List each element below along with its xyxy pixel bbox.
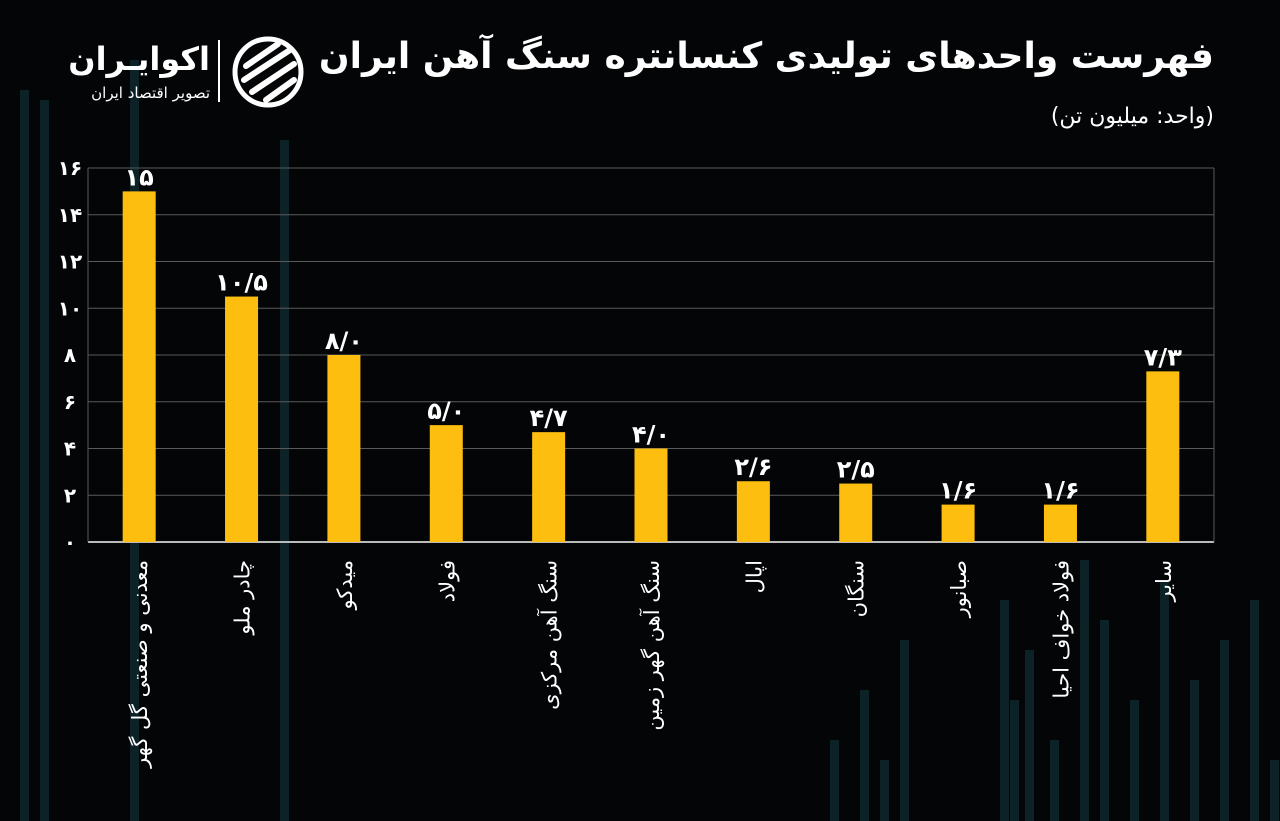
decor-candle — [1250, 600, 1259, 821]
y-tick-label: ۲ — [64, 483, 76, 507]
x-tick-label: سنگ آهن گهر زمین — [639, 560, 664, 731]
decor-candle — [280, 140, 289, 821]
bar — [225, 296, 259, 542]
decor-candle — [1220, 640, 1229, 821]
data-label: ۱۰/۵ — [215, 269, 268, 297]
x-tick-label: میدکو — [333, 560, 357, 610]
x-tick-label: سنگان — [845, 560, 869, 617]
logo-tagline: تصویر اقتصاد ایران — [91, 84, 210, 102]
decor-candle — [40, 100, 49, 821]
bar — [736, 481, 770, 542]
decor-candle — [1190, 680, 1199, 821]
y-tick-label: ۱۰ — [58, 296, 82, 320]
bar — [429, 425, 463, 542]
decor-candle — [1000, 600, 1009, 821]
decor-candle — [900, 640, 909, 821]
y-tick-label: ۱۲ — [58, 250, 82, 274]
bar — [839, 483, 873, 542]
bar — [634, 448, 668, 542]
data-label: ۱/۶ — [939, 477, 977, 505]
data-label: ۵/۰ — [427, 397, 465, 425]
data-label: ۴/۰ — [632, 421, 670, 449]
data-label: ۷/۳ — [1144, 343, 1182, 371]
data-label: ۲/۵ — [837, 456, 875, 484]
x-tick-label: معدنی و صنعتی گل گهر — [128, 560, 152, 769]
x-tick-label: فولاد خواف احیا — [1049, 560, 1073, 699]
x-tick-label: چادر ملو — [231, 560, 255, 636]
decor-candle — [20, 90, 29, 821]
data-label: ۴/۷ — [530, 404, 568, 432]
decor-candle — [880, 760, 889, 821]
decor-candle — [1050, 740, 1059, 821]
data-label: ۱/۶ — [1041, 477, 1079, 505]
bar — [122, 191, 156, 542]
bar — [532, 432, 566, 542]
bar — [941, 504, 975, 542]
logo: اکوایـران تصویر اقتصاد ایران — [50, 36, 310, 108]
decor-candle — [1130, 700, 1139, 821]
y-tick-label: ۰ — [64, 530, 76, 554]
decor-candle — [830, 740, 839, 821]
page-title: فهرست واحدهای تولیدی کنسانتره سنگ آهن ای… — [318, 36, 1214, 77]
logo-name: اکوایـران — [68, 40, 210, 78]
decor-candle — [1010, 700, 1019, 821]
y-tick-label: ۱۴ — [58, 203, 82, 227]
x-tick-label: سنگ آهن مرکزی — [537, 560, 562, 710]
y-tick-label: ۴ — [64, 437, 76, 461]
decor-candle — [1025, 650, 1034, 821]
decor-candle — [1080, 560, 1089, 821]
x-tick-label: فولاد — [435, 560, 459, 602]
x-tick-label: سایر — [1152, 560, 1176, 602]
decor-candle — [1270, 760, 1279, 821]
logo-mark-icon — [232, 36, 304, 108]
x-tick-label: اپال — [742, 560, 766, 593]
y-tick-label: ۱۶ — [58, 156, 82, 180]
bar — [327, 355, 361, 542]
unit-subtitle: (واحد: میلیون تن) — [1050, 104, 1214, 129]
y-tick-label: ۸ — [64, 343, 76, 367]
logo-divider — [218, 40, 220, 102]
data-label: ۲/۶ — [734, 453, 772, 481]
decor-candle — [860, 690, 869, 821]
bar — [1146, 371, 1180, 542]
decor-candle — [1100, 620, 1109, 821]
decor-candle — [1160, 580, 1169, 821]
data-label: ۱۵ — [125, 163, 154, 191]
y-tick-label: ۶ — [64, 390, 76, 414]
data-label: ۸/۰ — [325, 327, 363, 355]
bar — [1043, 504, 1077, 542]
x-tick-label: صبانور — [947, 560, 971, 618]
